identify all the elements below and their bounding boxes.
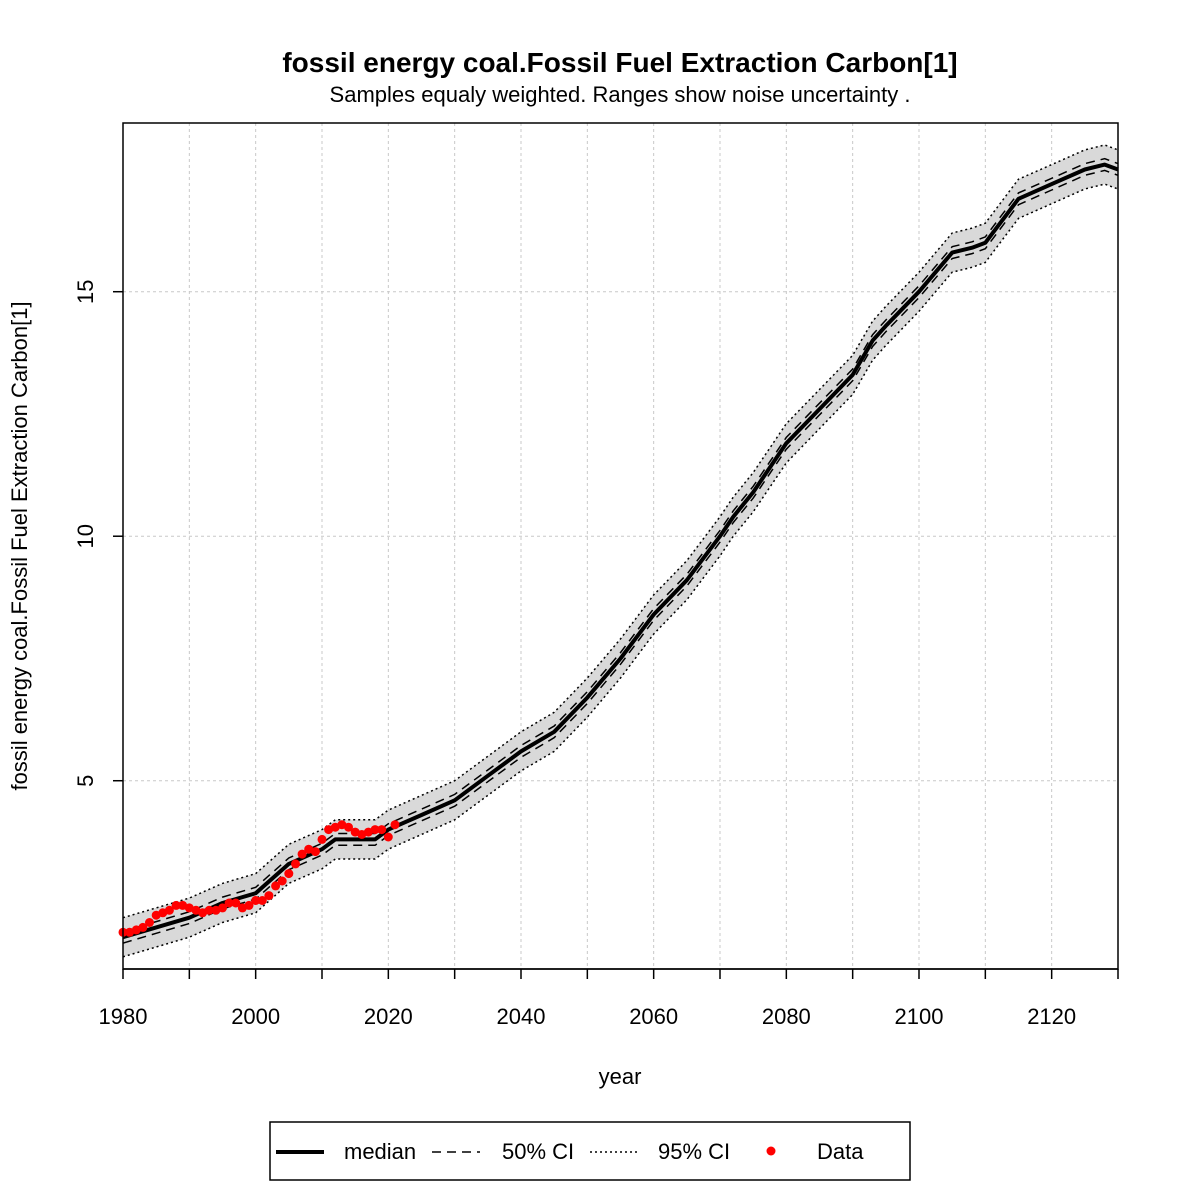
data-point xyxy=(264,891,274,901)
legend-data-swatch xyxy=(766,1146,776,1156)
data-point xyxy=(204,905,214,915)
data-point xyxy=(171,900,181,910)
y-tick-label: 5 xyxy=(73,775,98,787)
ci95-band xyxy=(123,145,1118,957)
x-tick-label: 2080 xyxy=(762,1004,811,1029)
data-point xyxy=(370,825,380,835)
x-tick-label: 2000 xyxy=(231,1004,280,1029)
data-point xyxy=(244,900,254,910)
data-point xyxy=(317,834,327,844)
data-point xyxy=(257,896,267,905)
x-tick-label: 2020 xyxy=(364,1004,413,1029)
data-point xyxy=(224,898,234,908)
data-point xyxy=(277,876,287,886)
ci95-band-layer xyxy=(123,145,1118,957)
ci95-lower-line xyxy=(122,183,1119,958)
data-point xyxy=(271,881,281,891)
ci95-upper-line xyxy=(122,144,1119,919)
x-tick-label: 2060 xyxy=(629,1004,678,1029)
data-point xyxy=(231,898,241,908)
data-point xyxy=(310,847,320,857)
legend-ci50-label: 50% CI xyxy=(502,1139,574,1164)
y-axis: 5 10 15 xyxy=(73,279,123,787)
data-point xyxy=(138,922,148,932)
legend-median-label: median xyxy=(344,1139,416,1164)
y-tick-label: 10 xyxy=(73,524,98,548)
legend-box xyxy=(269,1121,911,1181)
chart-title: fossil energy coal.Fossil Fuel Extractio… xyxy=(282,47,957,78)
data-point xyxy=(164,905,174,915)
x-axis: 1980 2000 2020 2040 2060 2080 2100 2120 xyxy=(99,968,1119,1029)
lines-layer xyxy=(122,144,1119,958)
data-point xyxy=(344,822,353,832)
data-point xyxy=(284,869,294,879)
data-point xyxy=(297,849,307,859)
legend-ci95-label: 95% CI xyxy=(658,1139,730,1164)
data-point xyxy=(251,896,261,905)
x-tick-label: 1980 xyxy=(99,1004,148,1029)
median-line xyxy=(122,162,1119,940)
ci50-lower-line xyxy=(122,169,1119,944)
ci50-upper-line xyxy=(122,157,1119,933)
x-tick-label: 2120 xyxy=(1027,1004,1076,1029)
y-tick-label: 15 xyxy=(73,279,98,303)
legend: median 50% CI 95% CI Data xyxy=(269,1121,911,1181)
data-point xyxy=(145,918,154,927)
data-point xyxy=(377,825,387,835)
data-point xyxy=(383,832,393,842)
x-tick-label: 2100 xyxy=(895,1004,944,1029)
data-point xyxy=(218,903,227,913)
legend-data-label: Data xyxy=(817,1139,864,1164)
x-axis-label: year xyxy=(599,1064,642,1089)
chart-subtitle: Samples equaly weighted. Ranges show noi… xyxy=(330,82,911,107)
y-axis-label: fossil energy coal.Fossil Fuel Extractio… xyxy=(7,301,32,790)
data-point xyxy=(390,820,400,830)
x-tick-label: 2040 xyxy=(497,1004,546,1029)
data-point xyxy=(291,859,300,869)
data-points-layer xyxy=(118,820,400,937)
